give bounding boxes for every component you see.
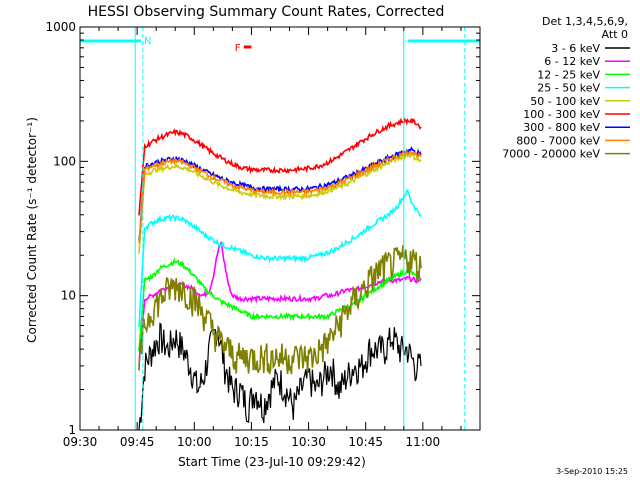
legend-label-4: 50 - 100 keV	[530, 95, 600, 108]
legend-label-3: 25 - 50 keV	[537, 82, 600, 95]
legend-header-line-2: Att 0	[602, 28, 628, 41]
series-line-8	[138, 245, 422, 375]
legend-label-1: 6 - 12 keV	[544, 55, 600, 68]
legend-label-0: 3 - 6 keV	[551, 42, 600, 55]
x-tick-label-6: 11:00	[406, 435, 441, 449]
series-line-0	[138, 322, 422, 431]
x-axis-label: Start Time (23-Jul-10 09:29:42)	[178, 455, 366, 469]
x-tick-label-3: 10:15	[234, 435, 269, 449]
y-tick-label-0: 1	[68, 423, 76, 437]
series-line-3	[138, 189, 422, 328]
annotation-label-N: N	[144, 36, 151, 47]
legend-label-6: 300 - 800 keV	[523, 121, 600, 134]
series-line-5	[138, 117, 422, 216]
legend-header-line-1: Det 1,3,4,5,6,9,	[542, 15, 628, 28]
chart-title: HESSI Observing Summary Count Rates, Cor…	[88, 4, 445, 20]
series-line-4	[138, 151, 422, 254]
legend-label-5: 100 - 300 keV	[523, 108, 600, 121]
series-line-7	[138, 149, 422, 244]
legend-label-2: 12 - 25 keV	[537, 68, 600, 81]
plot-frame	[79, 26, 481, 431]
x-tick-label-0: 09:30	[63, 435, 98, 449]
annotation-label-F: F	[235, 43, 241, 54]
y-tick-label-1: 10	[61, 289, 76, 303]
series-line-2	[138, 257, 422, 352]
series-lines	[138, 117, 422, 431]
series-line-1	[138, 240, 422, 367]
y-axis: 1 10 100 1000	[45, 20, 480, 437]
legend-label-7: 800 - 7000 keV	[516, 134, 600, 147]
legend-label-8: 7000 - 20000 keV	[502, 148, 600, 161]
y-tick-label-2: 100	[53, 154, 76, 168]
footer-timestamp: 3-Sep-2010 15:25	[556, 467, 628, 476]
y-tick-label-3: 1000	[45, 20, 76, 34]
x-tick-label-2: 10:00	[177, 435, 212, 449]
x-tick-label-5: 10:45	[348, 435, 383, 449]
y-axis-label: Corrected Count Rate (s⁻¹ detector⁻¹)	[25, 117, 39, 343]
x-axis: 09:30 09:45 10:00 10:15 10:30 10:45 11:00	[63, 27, 462, 449]
x-tick-label-1: 09:45	[120, 435, 155, 449]
x-tick-label-4: 10:30	[291, 435, 326, 449]
